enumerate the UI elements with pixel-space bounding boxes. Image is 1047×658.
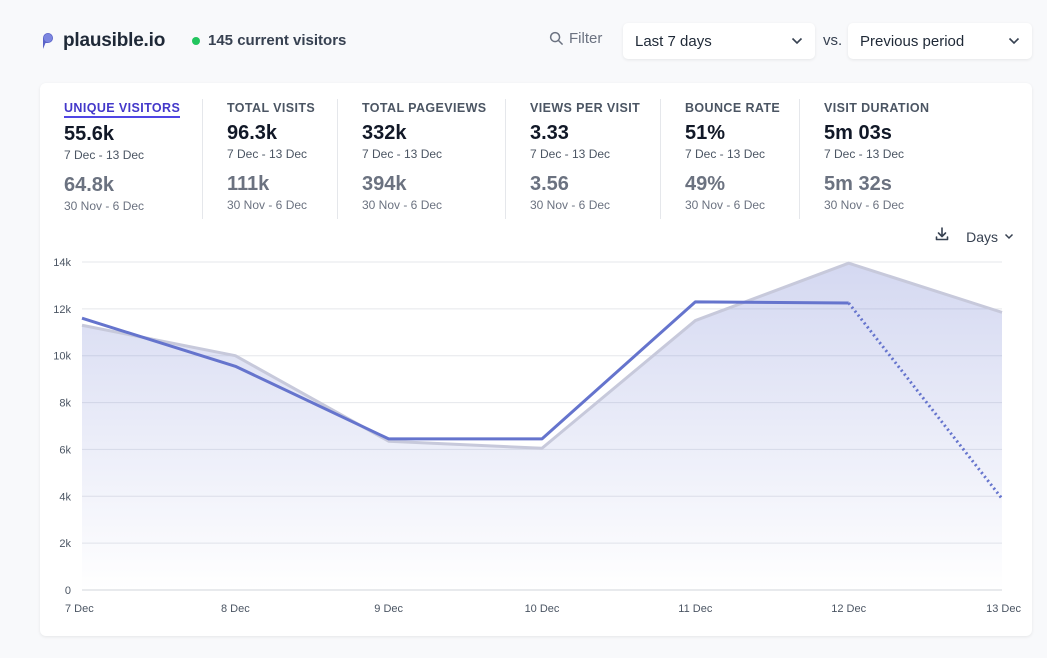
- y-tick-label: 0: [65, 585, 71, 597]
- y-tick-label: 14k: [53, 257, 71, 269]
- comparison-area: [82, 263, 1002, 590]
- metric-range: 7 Dec - 13 Dec: [685, 147, 766, 161]
- plausible-logo-icon: [43, 33, 53, 49]
- y-tick-label: 4k: [59, 491, 71, 503]
- metric-previous-range: 30 Nov - 6 Dec: [227, 198, 308, 212]
- metric-range: 7 Dec - 13 Dec: [530, 147, 611, 161]
- metric-value: 3.33: [530, 122, 569, 144]
- metric-previous-range: 30 Nov - 6 Dec: [685, 198, 766, 212]
- comparison-value: Previous period: [860, 32, 965, 50]
- metric-previous-range: 30 Nov - 6 Dec: [64, 199, 145, 213]
- metric-value: 51%: [685, 122, 726, 144]
- x-tick-label: 13 Dec: [986, 603, 1021, 615]
- metric-label: VISIT DURATION: [824, 101, 930, 115]
- metric-value: 55.6k: [64, 123, 115, 145]
- y-tick-label: 8k: [59, 398, 71, 410]
- y-tick-label: 12k: [53, 304, 71, 316]
- metric-previous-range: 30 Nov - 6 Dec: [530, 198, 611, 212]
- metric-value: 5m 03s: [824, 122, 892, 144]
- metric-visit-duration[interactable]: VISIT DURATION 5m 03s 7 Dec - 13 Dec 5m …: [799, 99, 969, 219]
- metric-previous-range: 30 Nov - 6 Dec: [362, 198, 443, 212]
- brand-logo[interactable]: plausible.io: [40, 30, 165, 52]
- comparison-series-line: [81, 261, 1003, 450]
- metric-previous-value: 111k: [227, 173, 270, 195]
- period-value: Last 7 days: [635, 32, 712, 50]
- metric-label: UNIQUE VISITORS: [64, 101, 181, 118]
- chevron-down-icon: [1004, 233, 1014, 240]
- metric-label: VIEWS PER VISIT: [530, 101, 641, 115]
- interval-select[interactable]: Days: [966, 229, 1014, 245]
- metric-label: TOTAL PAGEVIEWS: [362, 101, 487, 115]
- metric-previous-value: 64.8k: [64, 174, 115, 196]
- comparison-select[interactable]: Previous period: [848, 23, 1032, 59]
- download-icon: [935, 227, 949, 241]
- current-visitors[interactable]: 145 current visitors: [192, 32, 346, 49]
- vs-label: vs.: [823, 32, 843, 49]
- metric-value: 332k: [362, 122, 407, 144]
- metric-previous-range: 30 Nov - 6 Dec: [824, 198, 905, 212]
- search-icon: [549, 31, 563, 45]
- metric-total-pageviews[interactable]: TOTAL PAGEVIEWS 332k 7 Dec - 13 Dec 394k…: [337, 99, 505, 219]
- metric-bounce-rate[interactable]: BOUNCE RATE 51% 7 Dec - 13 Dec 49% 30 No…: [660, 99, 799, 219]
- x-tick-label: 11 Dec: [678, 603, 713, 615]
- interval-value: Days: [966, 228, 998, 245]
- visitors-line-chart: 0 2k 4k 6k 8k 10k 12k 14k 7 Dec 8 Dec 9 Dec 10 Dec 1…: [53, 257, 1021, 615]
- x-tick-label: 8 Dec: [221, 603, 250, 615]
- current-visitors-label: 145 current visitors: [208, 32, 347, 49]
- filter-label: Filter: [569, 30, 603, 47]
- metric-range: 7 Dec - 13 Dec: [227, 147, 308, 161]
- period-select[interactable]: Last 7 days: [623, 23, 815, 59]
- x-tick-label: 10 Dec: [525, 603, 560, 615]
- chevron-down-icon: [1008, 37, 1020, 45]
- y-tick-label: 2k: [59, 538, 71, 550]
- x-tick-label: 7 Dec: [65, 603, 94, 615]
- metric-unique-visitors[interactable]: UNIQUE VISITORS 55.6k 7 Dec - 13 Dec 64.…: [64, 99, 203, 219]
- metric-label: BOUNCE RATE: [685, 101, 781, 115]
- metric-total-visits[interactable]: TOTAL VISITS 96.3k 7 Dec - 13 Dec 111k 3…: [202, 99, 337, 219]
- live-indicator-icon: [192, 36, 200, 45]
- metric-views-per-visit[interactable]: VIEWS PER VISIT 3.33 7 Dec - 13 Dec 3.56…: [505, 99, 660, 219]
- stats-card: UNIQUE VISITORS 55.6k 7 Dec - 13 Dec 64.…: [40, 83, 1032, 636]
- filter-button[interactable]: Filter: [549, 30, 602, 47]
- x-tick-label: 12 Dec: [831, 603, 866, 615]
- metric-label: TOTAL VISITS: [227, 101, 316, 115]
- y-tick-label: 6k: [59, 444, 71, 456]
- site-name: plausible.io: [63, 30, 166, 51]
- current-series-incomplete-segment: [847, 302, 1004, 500]
- metric-previous-value: 5m 32s: [824, 173, 892, 195]
- metric-range: 7 Dec - 13 Dec: [824, 147, 905, 161]
- metric-value: 96.3k: [227, 122, 278, 144]
- y-tick-label: 10k: [53, 351, 71, 363]
- metric-previous-value: 49%: [685, 173, 726, 195]
- metric-range: 7 Dec - 13 Dec: [64, 148, 145, 162]
- chevron-down-icon: [791, 37, 803, 45]
- metric-previous-value: 394k: [362, 173, 407, 195]
- download-button[interactable]: [934, 226, 950, 247]
- chart-tools: Days: [934, 226, 1014, 247]
- current-series-line: [81, 300, 849, 441]
- x-tick-label: 9 Dec: [374, 603, 403, 615]
- metric-range: 7 Dec - 13 Dec: [362, 147, 443, 161]
- metric-previous-value: 3.56: [530, 173, 569, 195]
- top-bar: plausible.io 145 current visitors Filter…: [0, 0, 1047, 82]
